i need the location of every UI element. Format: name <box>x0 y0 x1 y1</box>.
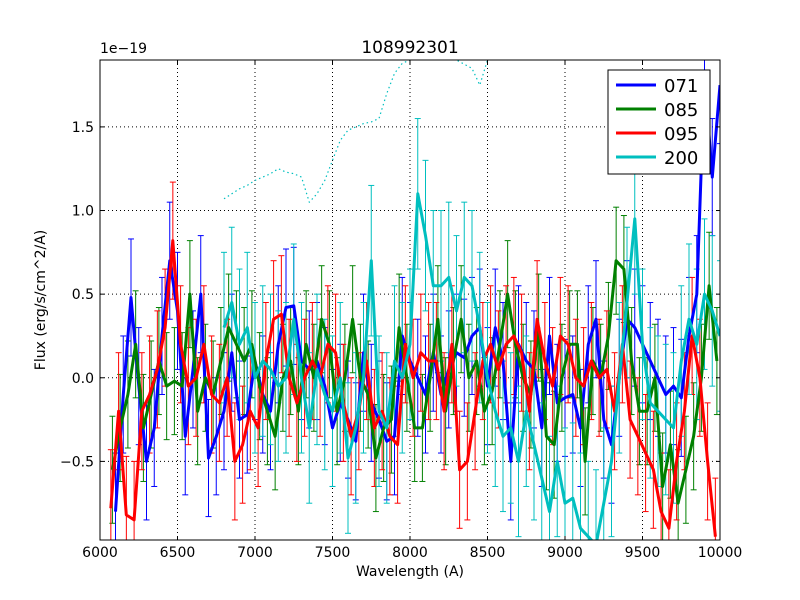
x-tick-label: 9500 <box>625 545 661 561</box>
y-tick-label: −0.5 <box>60 454 94 470</box>
series-layer <box>107 60 720 540</box>
legend-label: 200 <box>664 148 698 169</box>
x-tick-label: 7500 <box>315 545 351 561</box>
chart-title: 108992301 <box>361 38 458 58</box>
x-tick-label: 6000 <box>82 545 118 561</box>
x-tick-label: 9000 <box>547 545 583 561</box>
x-tick-label: 8000 <box>392 545 428 561</box>
y-tick-label: 1.0 <box>72 204 94 220</box>
x-axis-label: Wavelength (A) <box>356 564 464 580</box>
legend: 071 085 095 200 <box>607 69 711 175</box>
legend-label: 071 <box>664 76 698 97</box>
x-tick-label: 7000 <box>237 545 273 561</box>
series-line-200 <box>222 192 720 540</box>
y-axis-label: Flux (erg/s/cm^2/A) <box>33 230 49 370</box>
x-tick-label: 8500 <box>470 545 506 561</box>
y-tick-label: 1.5 <box>72 120 94 136</box>
legend-label: 095 <box>664 124 698 145</box>
ticks: 6000 6500 7000 7500 8000 8500 9000 9500 10000 −0.… <box>60 60 742 561</box>
y-tick-label: 0.5 <box>72 287 94 303</box>
y-tick-label: 0.0 <box>72 371 94 387</box>
x-tick-label: 6500 <box>160 545 196 561</box>
series-line-095 <box>109 239 717 537</box>
legend-label: 085 <box>664 100 698 121</box>
x-tick-label: 10000 <box>698 545 743 561</box>
y-offset-label: 1e−19 <box>100 41 147 57</box>
